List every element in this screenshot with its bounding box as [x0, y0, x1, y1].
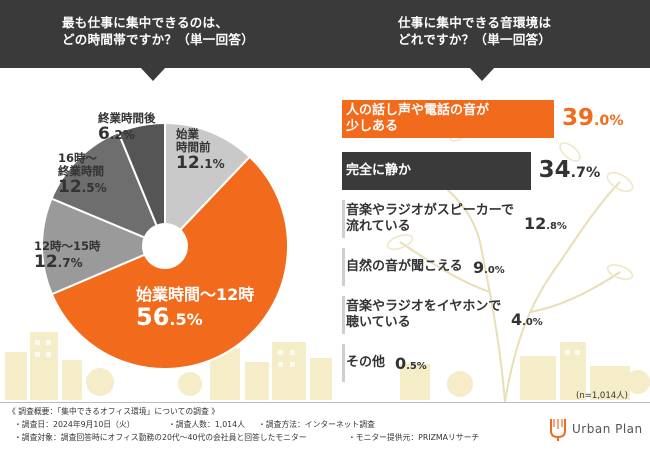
pie-question-line2: どの時間帯ですか？（単一回答） [62, 32, 255, 47]
survey-provider: ・モニター提供元：PRIZMAリサーチ [348, 433, 480, 442]
pie-chart [41, 121, 289, 370]
bar [342, 296, 345, 334]
pie-label-name: 16時〜 [58, 151, 98, 165]
cityscape-illustration [5, 332, 650, 400]
bar-label: その他 [346, 355, 386, 370]
pie-slice [50, 130, 167, 248]
bar-value: 39.0% [562, 105, 624, 131]
pie-slice [41, 197, 168, 296]
pie-label-value: 12.5% [58, 177, 107, 198]
bar-row: 自然の音が聞こえる 9.0% [342, 248, 642, 286]
pie-label-name: 始業 [176, 127, 199, 141]
bar-row: その他 0.5% [342, 344, 642, 382]
pie-label-after-end: 終業時間後 6.2% [98, 111, 156, 145]
bar-row: 音楽やラジオをイヤホンで 聴いている 4.0% [342, 296, 642, 334]
pie-label-value: 12.7% [34, 252, 83, 273]
survey-date: ・調査日：2024年9月10日（火） [14, 420, 135, 429]
pie-label-name: 12時〜15時 [34, 239, 101, 253]
brand-mark-icon [550, 419, 566, 441]
bar-label: 人の話し声や電話の音が 少しある [346, 103, 490, 134]
header-notch-right [469, 67, 495, 81]
pie-label-name: 終業時間 [58, 164, 104, 179]
pie-slice [164, 121, 252, 249]
pie-label-value: 6.2% [98, 124, 135, 145]
pie-label-name: 時間前 [176, 140, 211, 155]
brand-name: Urban Plan [572, 422, 643, 436]
bar [342, 152, 531, 190]
header-bar: 最も仕事に集中できるのは、 どの時間帯ですか？（単一回答） 仕事に集中できる音環… [0, 0, 650, 68]
sample-size-note: (n=1,014人) [576, 391, 628, 401]
bar-value: 9.0% [473, 258, 505, 277]
bar-value: 12.8% [524, 214, 567, 233]
pie-label-value: 56.5% [136, 303, 203, 332]
bar-value: 34.7% [538, 157, 601, 183]
pie-slice [116, 121, 166, 247]
survey-title: 《 調査概要：「集中できるオフィス環境」についての調査 》 [8, 407, 220, 416]
pie-question-title: 最も仕事に集中できるのは、 どの時間帯ですか？（単一回答） [62, 14, 254, 48]
pie-label-before-start: 始業 時間前 12.1% [176, 127, 225, 174]
pie-label-name: 始業時間〜12時 [136, 285, 255, 304]
header-notch-left [140, 67, 166, 81]
bar [342, 200, 345, 238]
pie-label-noon-to-15: 12時〜15時 12.7% [34, 239, 101, 273]
bar-label: 完全に静か [346, 163, 412, 178]
pie-center-hole [142, 223, 188, 269]
bar [342, 248, 345, 286]
survey-count: ・調査人数：1,014人 [168, 420, 245, 429]
bar-question-line1: 仕事に集中できる音環境は [398, 15, 552, 30]
pie-label-start-to-noon: 始業時間〜12時 56.5% [136, 285, 255, 332]
pie-label-value: 12.1% [176, 153, 225, 174]
survey-target: ・調査対象：調査回答時にオフィス勤務の20代〜40代の会社員と回答したモニター [14, 433, 307, 442]
bar [342, 100, 554, 138]
bar-question-line2: どれですか？（単一回答） [398, 32, 552, 47]
pie-question-line1: 最も仕事に集中できるのは、 [62, 15, 229, 30]
pie-label-name: 終業時間後 [98, 111, 156, 125]
bar [342, 344, 345, 382]
bar-row: 音楽やラジオがスピーカーで 流れている 12.8% [342, 200, 642, 238]
bar-row: 人の話し声や電話の音が 少しある 39.0% [342, 100, 642, 138]
pie-label-16-to-end: 16時〜 終業時間 12.5% [58, 151, 107, 198]
survey-footer: 《 調査概要：「集中できるオフィス環境」についての調査 》 ・調査日：2024年… [0, 402, 650, 450]
bar-label: 自然の音が聞こえる [346, 259, 463, 274]
bar-label: 音楽やラジオがスピーカーで 流れている [346, 203, 514, 234]
bar-label: 音楽やラジオをイヤホンで 聴いている [346, 299, 502, 330]
bar-value: 0.5% [395, 354, 427, 373]
bar-question-title: 仕事に集中できる音環境は どれですか？（単一回答） [398, 14, 551, 48]
survey-method: ・調査方法：インターネット調査 [258, 420, 375, 429]
bar-row: 完全に静か 34.7% [342, 152, 642, 190]
bar-value: 4.0% [511, 310, 543, 329]
brand-logo: Urban Plan [548, 417, 648, 445]
